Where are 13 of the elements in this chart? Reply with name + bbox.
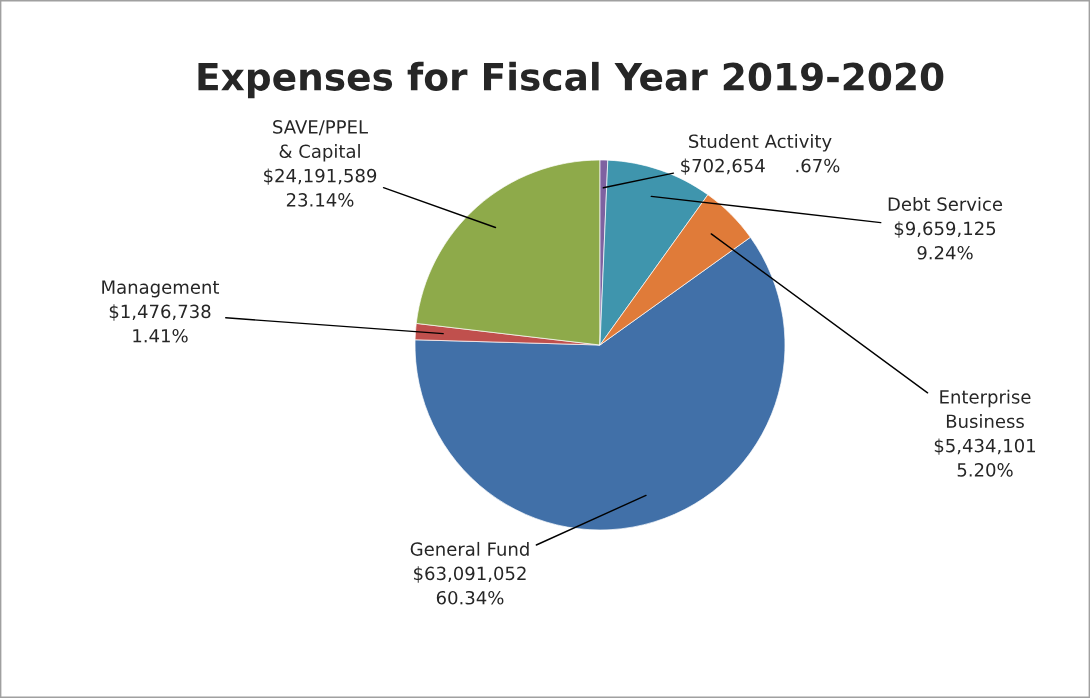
slice-label: Student Activity xyxy=(689,134,832,152)
slice-label: Management xyxy=(102,280,220,298)
slice-label: Enterprise Business xyxy=(940,389,1031,429)
data-label: $1,476,738 1.41% xyxy=(109,304,211,343)
chart-title: Expenses for Fiscal Year 2019-2020 xyxy=(198,61,944,99)
slice-label: Debt Service xyxy=(888,196,1003,211)
data-label: $24,191,589 23.14% xyxy=(264,168,377,207)
data-label: $5,434,101 5.20% xyxy=(934,438,1036,477)
data-label: $9,659,125 9.24% xyxy=(894,221,996,260)
data-label: $702,654 .67% xyxy=(681,158,840,175)
data-label: $63,091,052 60.34% xyxy=(414,566,526,605)
slice-label: SAVE/PPEL & Capital xyxy=(273,120,368,162)
slice-label: General Fund xyxy=(410,541,529,556)
